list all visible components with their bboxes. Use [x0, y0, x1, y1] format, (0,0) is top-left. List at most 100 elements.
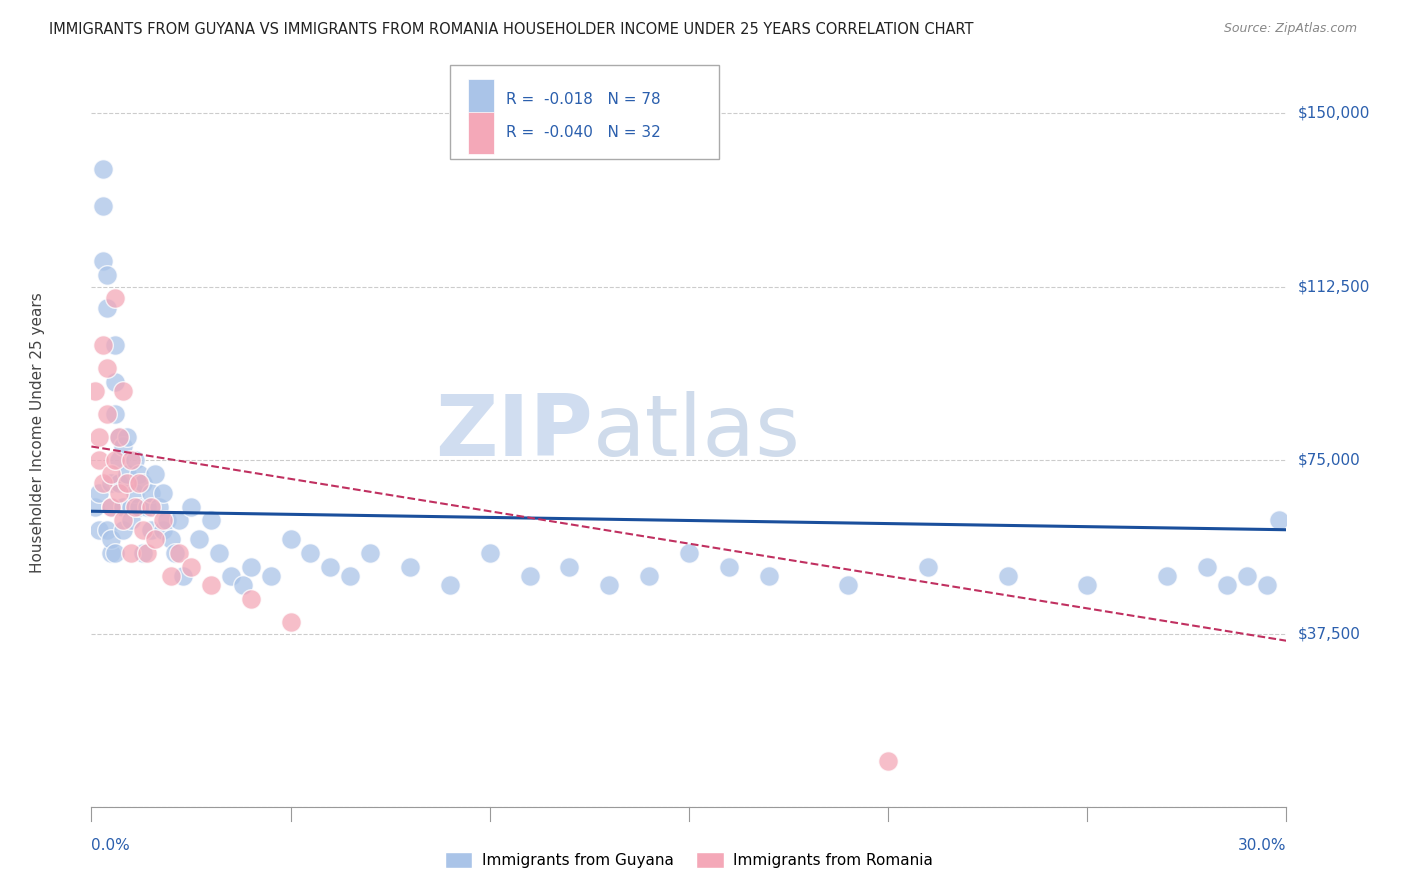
Point: [143, 467, 166, 482]
Point: [280, 615, 302, 630]
Point: [84, 500, 107, 514]
Point: [519, 569, 541, 583]
Point: [152, 485, 174, 500]
Point: [558, 559, 581, 574]
Point: [180, 500, 202, 514]
Point: [96, 360, 118, 375]
Point: [399, 559, 422, 574]
Point: [84, 384, 107, 398]
FancyBboxPatch shape: [468, 78, 494, 120]
Point: [1267, 514, 1289, 528]
Text: R =  -0.018   N = 78: R = -0.018 N = 78: [506, 92, 661, 107]
Point: [259, 569, 281, 583]
Point: [143, 532, 166, 546]
Point: [167, 546, 190, 560]
Point: [104, 337, 127, 351]
Point: [96, 407, 118, 421]
Text: $37,500: $37,500: [1298, 626, 1361, 641]
Point: [1156, 569, 1178, 583]
Point: [112, 440, 135, 454]
Point: [141, 500, 162, 514]
Point: [120, 453, 142, 467]
Point: [93, 161, 115, 176]
Point: [167, 514, 190, 528]
Point: [359, 546, 381, 560]
Legend: Immigrants from Guyana, Immigrants from Romania: Immigrants from Guyana, Immigrants from …: [439, 847, 939, 874]
Point: [299, 546, 322, 560]
Point: [93, 476, 115, 491]
Point: [997, 569, 1019, 583]
Point: [638, 569, 661, 583]
Point: [112, 523, 135, 537]
Text: Householder Income Under 25 years: Householder Income Under 25 years: [30, 293, 45, 573]
Point: [239, 592, 262, 607]
Point: [120, 546, 142, 560]
Point: [93, 337, 115, 351]
Point: [128, 467, 150, 482]
Point: [132, 523, 155, 537]
Point: [93, 199, 115, 213]
Point: [1256, 578, 1278, 592]
Text: Source: ZipAtlas.com: Source: ZipAtlas.com: [1223, 22, 1357, 36]
Point: [180, 559, 202, 574]
Text: ZIP: ZIP: [436, 391, 593, 475]
Point: [96, 268, 118, 283]
Point: [104, 546, 127, 560]
Text: $112,500: $112,500: [1298, 279, 1369, 294]
Point: [115, 430, 138, 444]
Point: [89, 523, 111, 537]
Point: [100, 500, 122, 514]
Point: [108, 430, 131, 444]
Point: [115, 467, 138, 482]
Point: [877, 754, 900, 768]
Point: [1236, 569, 1258, 583]
Point: [108, 485, 131, 500]
Point: [112, 514, 135, 528]
Point: [128, 476, 150, 491]
FancyBboxPatch shape: [468, 112, 494, 153]
Point: [132, 476, 155, 491]
Point: [96, 523, 118, 537]
Point: [163, 546, 186, 560]
Point: [1195, 559, 1218, 574]
Point: [141, 485, 162, 500]
Point: [319, 559, 342, 574]
Text: IMMIGRANTS FROM GUYANA VS IMMIGRANTS FROM ROMANIA HOUSEHOLDER INCOME UNDER 25 YE: IMMIGRANTS FROM GUYANA VS IMMIGRANTS FRO…: [49, 22, 974, 37]
Point: [208, 546, 231, 560]
Point: [219, 569, 242, 583]
Point: [1215, 578, 1237, 592]
Point: [837, 578, 859, 592]
Text: atlas: atlas: [593, 391, 801, 475]
Point: [89, 453, 111, 467]
Point: [717, 559, 740, 574]
Point: [96, 301, 118, 315]
Point: [108, 476, 131, 491]
Point: [188, 532, 211, 546]
Point: [104, 407, 127, 421]
Point: [598, 578, 620, 592]
Point: [120, 500, 142, 514]
Point: [115, 476, 138, 491]
Point: [339, 569, 361, 583]
Point: [104, 453, 127, 467]
Text: 30.0%: 30.0%: [1239, 838, 1286, 853]
Text: $75,000: $75,000: [1298, 453, 1361, 468]
Text: 0.0%: 0.0%: [91, 838, 131, 853]
Point: [148, 500, 170, 514]
Point: [678, 546, 700, 560]
Point: [200, 514, 222, 528]
Point: [104, 292, 127, 306]
Point: [132, 546, 155, 560]
Point: [232, 578, 254, 592]
Point: [100, 532, 122, 546]
Point: [93, 254, 115, 268]
Point: [108, 430, 131, 444]
Point: [152, 514, 174, 528]
Point: [758, 569, 780, 583]
Point: [280, 532, 302, 546]
Point: [200, 578, 222, 592]
Text: $150,000: $150,000: [1298, 106, 1369, 121]
Text: R =  -0.040   N = 32: R = -0.040 N = 32: [506, 126, 661, 140]
Point: [89, 430, 111, 444]
Point: [136, 500, 159, 514]
